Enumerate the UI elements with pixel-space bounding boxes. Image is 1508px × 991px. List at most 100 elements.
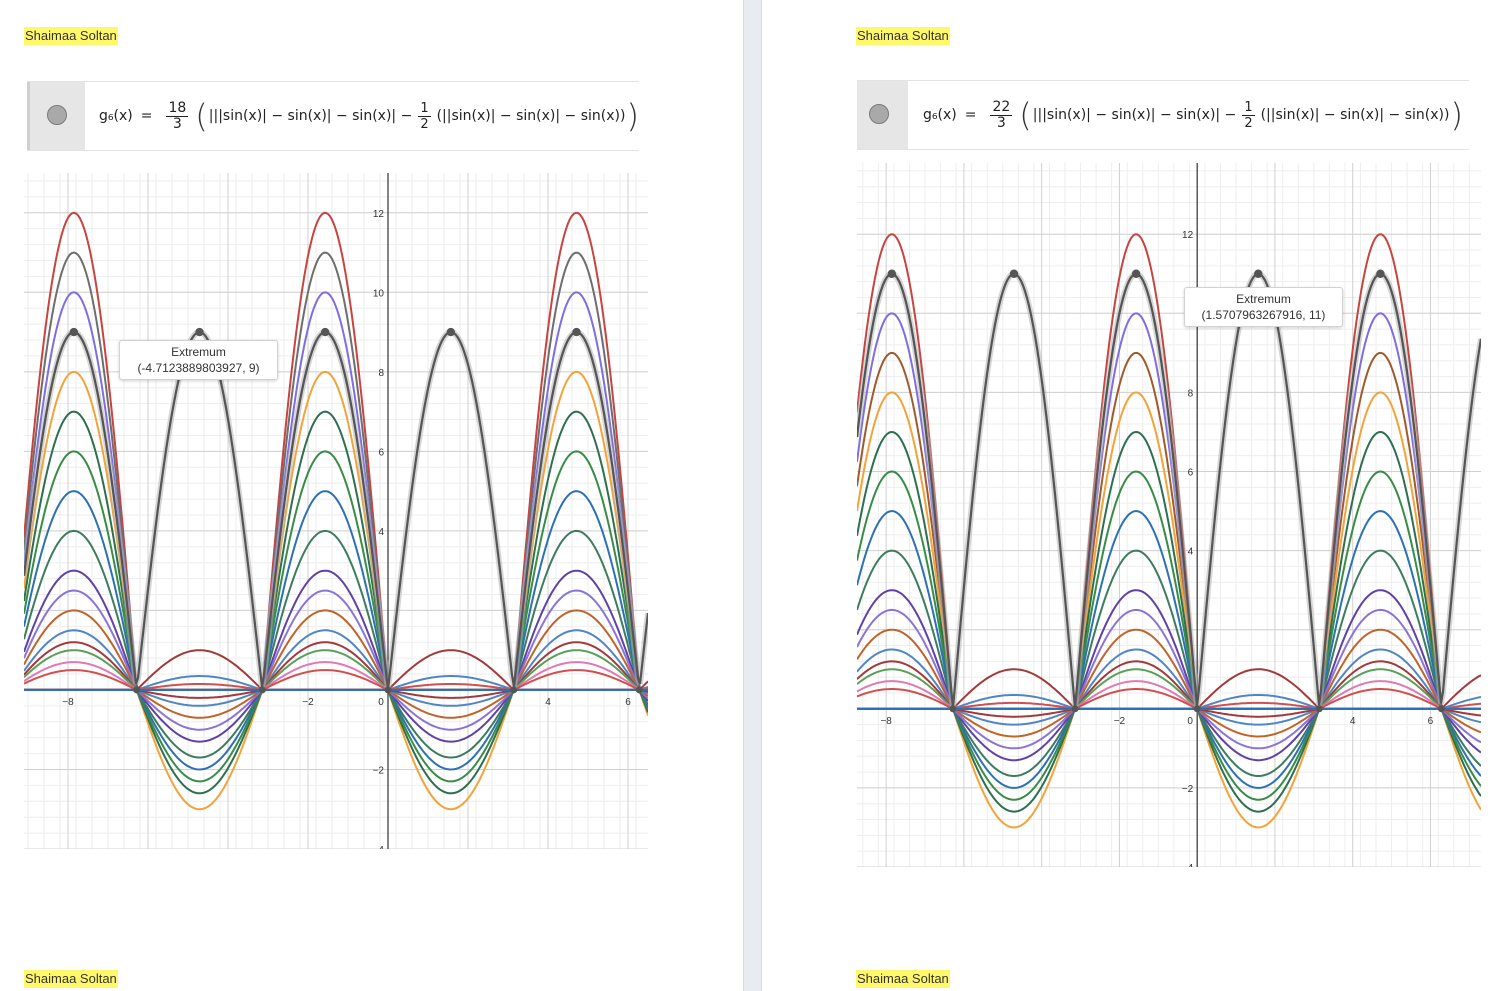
curve-lower <box>24 688 648 743</box>
graph-svg-right[interactable]: −8 −2 0 4 6 12 8 6 4 −2 −4 <box>857 163 1481 867</box>
x-tick-label: −8 <box>880 716 892 727</box>
close-paren-icon: ) <box>626 97 639 135</box>
y-tick-label: 4 <box>378 527 384 538</box>
coefficient-denominator: 3 <box>996 114 1006 131</box>
zero-point <box>133 686 141 694</box>
zero-point <box>510 686 518 694</box>
coefficient-denominator: 3 <box>172 115 182 132</box>
expression-part-b: (||sin(x)| − sin(x)| − sin(x)) <box>1260 107 1450 123</box>
extremum-tooltip-right: Extremum (1.5707963267916, 11) <box>1184 287 1343 327</box>
curve-lower <box>24 688 648 771</box>
expression-gutter <box>27 82 85 150</box>
y-tick-label: 10 <box>373 288 385 299</box>
visibility-toggle-icon[interactable] <box>47 105 67 125</box>
expression-part-a: |||sin(x)| − sin(x)| − sin(x)| − <box>208 108 413 124</box>
visibility-toggle-icon[interactable] <box>869 104 889 124</box>
y-tick-label: −4 <box>373 845 385 849</box>
x-tick-label: −2 <box>1114 716 1126 727</box>
coefficient-numerator: 22 <box>990 98 1013 116</box>
zero-point <box>635 686 643 694</box>
extremum-point <box>195 327 204 337</box>
half-fraction: 1 2 <box>1242 99 1255 131</box>
half-numerator: 1 <box>1242 99 1255 116</box>
extremum-point <box>1009 269 1019 278</box>
extremum-point <box>69 327 79 337</box>
x-tick-label: 6 <box>625 697 631 708</box>
open-paren-icon: ( <box>1019 96 1032 134</box>
y-tick-label: −2 <box>373 765 385 776</box>
zero-point <box>1071 705 1079 713</box>
zero-point <box>258 686 266 694</box>
expression-part-b: (||sin(x)| − sin(x)| − sin(x)) <box>436 108 626 124</box>
curve-lower <box>24 688 648 719</box>
y-tick-label: −4 <box>1182 863 1194 867</box>
curve-upper <box>24 661 648 691</box>
curve-upper <box>24 609 648 691</box>
expression-gutter <box>857 81 908 149</box>
curve-lower <box>24 688 648 783</box>
zero-point <box>1315 705 1323 713</box>
curve-upper <box>24 569 648 691</box>
curve-lower <box>857 707 1481 829</box>
zero-point <box>1437 705 1445 713</box>
coefficient-fraction: 18 3 <box>166 99 189 132</box>
coefficient-numerator: 18 <box>166 99 189 117</box>
half-numerator: 1 <box>418 100 431 117</box>
x-tick-label: −2 <box>302 697 314 708</box>
x-tick-label: 6 <box>1428 716 1434 727</box>
coefficient-fraction: 22 3 <box>990 98 1013 131</box>
extremum-point <box>1254 269 1263 278</box>
curve-lower <box>857 707 1481 738</box>
expression-row-left[interactable]: g₆(x) = 18 3 ( |||sin(x)| − sin(x)| − si… <box>27 81 639 151</box>
grid <box>24 173 648 849</box>
x-tick-label: 0 <box>1187 716 1193 727</box>
expression-row-right[interactable]: g₆(x) = 22 3 ( |||sin(x)| − sin(x)| − si… <box>857 80 1469 150</box>
half-denominator: 2 <box>420 116 429 132</box>
graph-canvas-right[interactable]: −8 −2 0 4 6 12 8 6 4 −2 −4 Extremum (1.57079632679… <box>857 163 1481 867</box>
grid <box>857 163 1481 867</box>
curve-lower <box>24 688 648 811</box>
graph-canvas-left[interactable]: −8 −2 0 4 6 12 10 8 6 4 −2 −4 Extremum (-4.71238898… <box>24 173 648 849</box>
curve-lower <box>24 688 648 759</box>
y-tick-label: 4 <box>1188 547 1194 558</box>
page-divider <box>743 0 762 991</box>
graph-svg-left[interactable]: −8 −2 0 4 6 12 10 8 6 4 −2 −4 <box>24 173 648 849</box>
curve-upper <box>24 490 648 691</box>
curve-upper <box>24 529 648 691</box>
x-tick-label: 4 <box>1350 716 1356 727</box>
function-name: g₆(x) <box>923 107 957 123</box>
right-page: Shaimaa Soltan g₆(x) = 22 3 ( |||sin(x)|… <box>762 0 1508 991</box>
y-tick-label: 8 <box>378 368 384 379</box>
expression-formula[interactable]: g₆(x) = 22 3 ( |||sin(x)| − sin(x)| − si… <box>923 93 1464 137</box>
curves <box>24 211 648 811</box>
author-label-top-left: Shaimaa Soltan <box>24 27 118 45</box>
tooltip-value: (1.5707963267916, 11) <box>1201 308 1326 322</box>
extremum-point <box>572 327 581 337</box>
highlight-curve <box>24 330 648 691</box>
open-paren-icon: ( <box>195 97 208 135</box>
expression-part-a: |||sin(x)| − sin(x)| − sin(x)| − <box>1032 107 1237 123</box>
author-label-bottom-right: Shaimaa Soltan <box>856 970 950 988</box>
x-tick-label: 4 <box>545 697 551 708</box>
half-fraction: 1 2 <box>418 100 431 132</box>
y-tick-label: 8 <box>1188 388 1194 399</box>
extremum-point <box>1376 269 1385 278</box>
curve-lower <box>24 688 648 699</box>
y-tick-label: −2 <box>1182 784 1194 795</box>
curve-upper <box>24 589 648 691</box>
x-tick-label: −8 <box>62 697 74 708</box>
expression-formula[interactable]: g₆(x) = 18 3 ( |||sin(x)| − sin(x)| − si… <box>99 94 640 138</box>
extremum-point <box>446 327 456 337</box>
curve-upper <box>24 641 648 691</box>
curve-upper <box>24 649 648 691</box>
y-tick-label: 12 <box>373 209 385 220</box>
function-name: g₆(x) <box>99 108 133 124</box>
zero-point <box>949 705 957 713</box>
y-tick-label: 6 <box>1188 467 1194 478</box>
curve-lower <box>857 707 1481 777</box>
extremum-point <box>320 327 330 337</box>
extremum-tooltip-left: Extremum (-4.7123889803927, 9) <box>119 340 278 380</box>
equals-sign: = <box>140 108 153 124</box>
curve-lower <box>24 688 648 731</box>
close-paren-icon: ) <box>1450 96 1463 134</box>
